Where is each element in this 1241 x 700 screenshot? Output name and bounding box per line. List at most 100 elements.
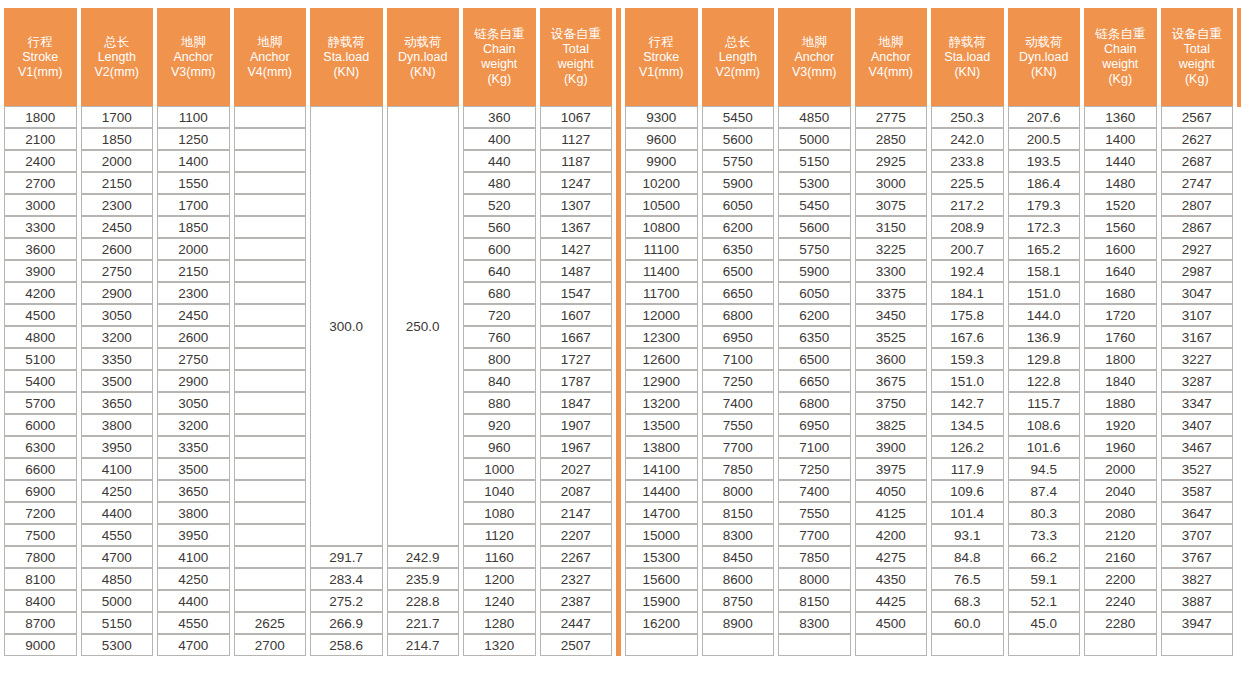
table-cell-left-22-6: 1240 (463, 590, 536, 612)
table-cell-right-19-7: 3707 (1161, 524, 1234, 546)
table-cell-right-8-3: 3375 (855, 282, 928, 304)
table-cell-right-6-4: 200.7 (931, 238, 1004, 260)
table-cell-right-16-1: 7850 (702, 458, 775, 480)
table-row-left-24: 9000530047002700258.6214.713202507 (4, 634, 612, 656)
table-row-right-12: 12900725066503675151.0122.818403287 (625, 370, 1233, 392)
table-cell-right-7-0: 11400 (625, 260, 698, 282)
table-row-right-5: 10800620056003150208.9172.315602867 (625, 216, 1233, 238)
table-cell-left-24-6: 1320 (463, 634, 536, 656)
table-cell-right-2-0: 9900 (625, 150, 698, 172)
table-cell-left-2-1: 2000 (81, 150, 154, 172)
column-header-right-6: 链条自重Chainweight(Kg) (1084, 8, 1157, 106)
table-cell-right-24-4 (931, 634, 1004, 656)
table-row-right-22: 1590087508150442568.352.122403887 (625, 590, 1233, 612)
column-header-line: V2(mm) (81, 65, 154, 80)
table-cell-right-23-5: 45.0 (1008, 612, 1081, 634)
table-cell-right-16-0: 14100 (625, 458, 698, 480)
table-row-right-0: 9300545048502775250.3207.613602567 (625, 106, 1233, 128)
table-cell-right-1-7: 2627 (1161, 128, 1234, 150)
table-cell-left-19-6: 1120 (463, 524, 536, 546)
table-cell-left-15-0: 6300 (4, 436, 77, 458)
table-row-left-15: 6300395033509601967 (4, 436, 612, 458)
table-cell-left-24-2: 4700 (157, 634, 230, 656)
table-cell-left-14-0: 6000 (4, 414, 77, 436)
column-header-line: 设备自重 (1161, 27, 1234, 42)
table-cell-right-4-2: 5450 (778, 194, 851, 216)
table-cell-right-17-7: 3587 (1161, 480, 1234, 502)
column-header-line: V2(mm) (702, 65, 775, 80)
table-cell-right-13-7: 3347 (1161, 392, 1234, 414)
table-cell-left-14-6: 920 (463, 414, 536, 436)
table-cell-right-22-3: 4425 (855, 590, 928, 612)
column-header-right-3: 地脚AnchorV4(mm) (855, 8, 928, 106)
table-cell-right-12-3: 3675 (855, 370, 928, 392)
column-header-line: (KN) (1008, 65, 1081, 80)
column-header-line: V4(mm) (855, 65, 928, 80)
table-cell-right-13-2: 6800 (778, 392, 851, 414)
column-header-line: 地脚 (855, 35, 928, 50)
column-header-line: 动载荷 (387, 35, 460, 50)
table-cell-right-3-3: 3000 (855, 172, 928, 194)
table-cell-left-20-4: 291.7 (310, 546, 383, 568)
table-cell-right-14-7: 3407 (1161, 414, 1234, 436)
table-cell-right-11-7: 3227 (1161, 348, 1234, 370)
table-cell-left-4-7: 1307 (540, 194, 613, 216)
table-cell-left-13-0: 5700 (4, 392, 77, 414)
column-header-line: Anchor (778, 50, 851, 65)
table-cell-left-2-7: 1187 (540, 150, 613, 172)
table-cell-left-18-7: 2147 (540, 502, 613, 524)
tables-row: 行程StrokeV1(mm)总长LengthV2(mm)地脚AnchorV3(m… (0, 8, 1241, 656)
table-cell-right-14-0: 13500 (625, 414, 698, 436)
table-cell-left-12-0: 5400 (4, 370, 77, 392)
table-cell-right-8-5: 151.0 (1008, 282, 1081, 304)
table-cell-left-17-2: 3650 (157, 480, 230, 502)
table-cell-left-1-3 (234, 128, 307, 150)
table-cell-left-10-0: 4800 (4, 326, 77, 348)
table-cell-left-19-3 (234, 524, 307, 546)
spec-table-left: 行程StrokeV1(mm)总长LengthV2(mm)地脚AnchorV3(m… (0, 8, 616, 656)
table-row-left-6: 3600260020006001427 (4, 238, 612, 260)
table-cell-left-24-1: 5300 (81, 634, 154, 656)
table-cell-right-12-4: 151.0 (931, 370, 1004, 392)
column-header-line: weight (463, 57, 536, 72)
table-cell-right-16-4: 117.9 (931, 458, 1004, 480)
table-cell-right-6-3: 3225 (855, 238, 928, 260)
table-cell-left-23-3: 2625 (234, 612, 307, 634)
table-cell-right-7-2: 5900 (778, 260, 851, 282)
table-cell-right-6-5: 165.2 (1008, 238, 1081, 260)
table-cell-left-24-4: 258.6 (310, 634, 383, 656)
table-cell-right-15-3: 3900 (855, 436, 928, 458)
table-row-right-4: 10500605054503075217.2179.315202807 (625, 194, 1233, 216)
table-cell-right-3-2: 5300 (778, 172, 851, 194)
table-row-left-22: 840050004400275.2228.812402387 (4, 590, 612, 612)
table-cell-right-18-3: 4125 (855, 502, 928, 524)
table-cell-right-4-3: 3075 (855, 194, 928, 216)
table-cell-left-16-2: 3500 (157, 458, 230, 480)
table-cell-left-22-2: 4400 (157, 590, 230, 612)
table-cell-right-15-4: 126.2 (931, 436, 1004, 458)
table-cell-right-14-4: 134.5 (931, 414, 1004, 436)
table-cell-right-13-0: 13200 (625, 392, 698, 414)
table-cell-right-22-7: 3887 (1161, 590, 1234, 612)
table-row-right-11: 12600710065003600159.3129.818003227 (625, 348, 1233, 370)
table-cell-right-22-2: 8150 (778, 590, 851, 612)
table-cell-right-9-2: 6200 (778, 304, 851, 326)
spec-sheet: 行程StrokeV1(mm)总长LengthV2(mm)地脚AnchorV3(m… (0, 0, 1241, 700)
table-cell-left-10-1: 3200 (81, 326, 154, 348)
table-cell-left-8-0: 4200 (4, 282, 77, 304)
merged-cell-left-4: 300.0 (310, 106, 383, 546)
table-cell-right-0-6: 1360 (1084, 106, 1157, 128)
table-cell-left-17-3 (234, 480, 307, 502)
table-cell-left-17-0: 6900 (4, 480, 77, 502)
table-cell-left-18-2: 3800 (157, 502, 230, 524)
table-cell-right-6-1: 6350 (702, 238, 775, 260)
table-cell-left-22-4: 275.2 (310, 590, 383, 612)
table-cell-left-2-3 (234, 150, 307, 172)
table-row-right-2: 9900575051502925233.8193.514402687 (625, 150, 1233, 172)
table-cell-right-15-6: 1960 (1084, 436, 1157, 458)
table-cell-right-10-5: 136.9 (1008, 326, 1081, 348)
table-cell-right-2-5: 193.5 (1008, 150, 1081, 172)
table-cell-left-13-3 (234, 392, 307, 414)
table-cell-right-6-0: 11100 (625, 238, 698, 260)
column-header-line: (Kg) (1161, 72, 1234, 87)
